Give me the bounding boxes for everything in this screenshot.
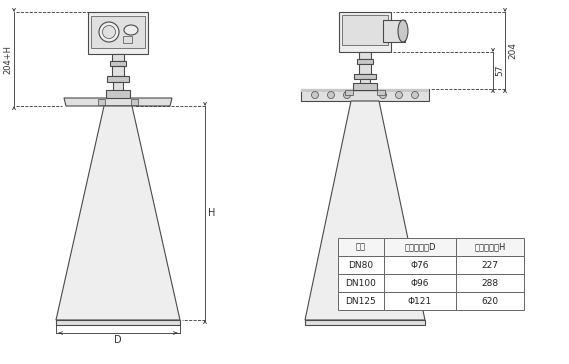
Polygon shape <box>56 106 180 320</box>
Text: 620: 620 <box>481 297 498 305</box>
Text: 288: 288 <box>481 278 498 288</box>
Text: Φ96: Φ96 <box>411 278 429 288</box>
Bar <box>456 256 524 274</box>
Bar <box>357 59 373 64</box>
Bar <box>360 79 370 89</box>
Text: 204: 204 <box>509 42 517 59</box>
Ellipse shape <box>398 20 408 42</box>
Bar <box>98 99 105 105</box>
Text: Φ121: Φ121 <box>408 297 432 305</box>
Bar <box>131 99 138 105</box>
Bar <box>88 12 148 54</box>
Bar <box>110 61 126 66</box>
Bar <box>338 292 384 310</box>
Text: DN80: DN80 <box>348 261 374 269</box>
Bar <box>384 292 456 310</box>
Bar <box>338 256 384 274</box>
Text: 204+H: 204+H <box>3 44 13 74</box>
Bar <box>301 89 429 101</box>
Text: 喇叭口高度H: 喇叭口高度H <box>475 242 506 252</box>
Bar <box>56 320 180 325</box>
Polygon shape <box>64 98 172 106</box>
Bar <box>353 83 377 90</box>
Bar <box>107 76 129 82</box>
Bar <box>456 238 524 256</box>
Bar <box>339 12 391 52</box>
Bar <box>359 64 371 74</box>
Text: H: H <box>208 208 216 218</box>
Ellipse shape <box>395 91 402 99</box>
Bar <box>384 274 456 292</box>
Ellipse shape <box>99 22 119 42</box>
Text: 227: 227 <box>481 261 498 269</box>
Bar <box>384 238 456 256</box>
Bar <box>106 90 130 98</box>
Text: 喇叭口直径D: 喇叭口直径D <box>404 242 436 252</box>
Text: D: D <box>114 335 122 345</box>
Text: 57: 57 <box>496 65 505 76</box>
Bar <box>383 20 405 42</box>
Bar <box>345 90 353 95</box>
Text: DN100: DN100 <box>345 278 377 288</box>
Bar <box>338 238 384 256</box>
Ellipse shape <box>380 91 386 99</box>
Bar <box>456 292 524 310</box>
Ellipse shape <box>344 91 351 99</box>
Bar <box>112 54 124 61</box>
Ellipse shape <box>411 91 419 99</box>
Bar <box>305 320 425 325</box>
Ellipse shape <box>328 91 335 99</box>
Bar <box>301 89 429 92</box>
Bar <box>359 52 371 59</box>
Bar <box>354 74 376 79</box>
Bar <box>377 90 385 95</box>
Bar <box>384 256 456 274</box>
Ellipse shape <box>102 25 116 39</box>
Bar <box>112 66 124 76</box>
Ellipse shape <box>124 25 138 35</box>
Bar <box>456 274 524 292</box>
Bar <box>342 15 388 45</box>
Bar <box>123 36 132 43</box>
Bar <box>91 16 145 48</box>
Polygon shape <box>305 101 425 320</box>
Ellipse shape <box>311 91 319 99</box>
Text: 法兰: 法兰 <box>356 242 366 252</box>
Text: Φ76: Φ76 <box>411 261 429 269</box>
Bar <box>113 82 123 96</box>
Bar <box>338 274 384 292</box>
Text: DN125: DN125 <box>345 297 376 305</box>
